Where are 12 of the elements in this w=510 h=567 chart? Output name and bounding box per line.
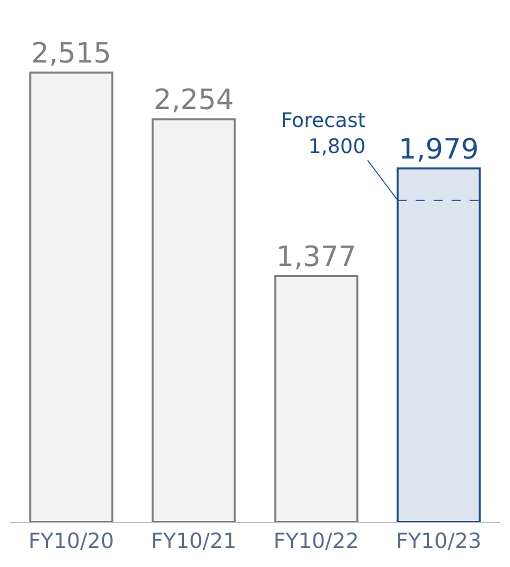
x-tick-label: FY10/21 xyxy=(151,529,236,554)
x-tick-label: FY10/22 xyxy=(274,529,359,554)
x-tick-label: FY10/20 xyxy=(28,529,114,554)
bar xyxy=(274,274,358,522)
data-label: 2,254 xyxy=(154,83,234,116)
ref-line-label: Forecast 1,800 xyxy=(281,108,366,158)
x-tick-label: FY10/23 xyxy=(396,529,482,554)
bar xyxy=(152,118,236,522)
data-label: 2,515 xyxy=(31,36,112,70)
data-label: 1,979 xyxy=(398,132,479,166)
data-label: 1,377 xyxy=(276,240,356,273)
bar xyxy=(29,72,114,522)
